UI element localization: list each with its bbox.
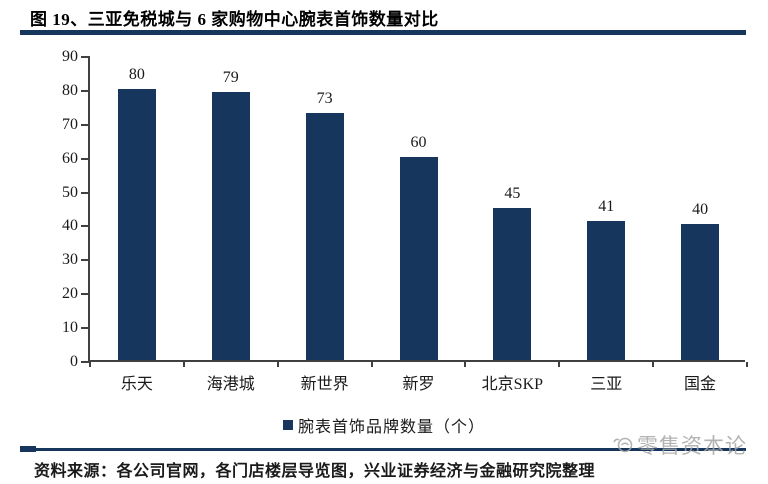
legend-swatch-navy bbox=[282, 420, 293, 430]
x-axis-label-三亚: 三亚 bbox=[590, 376, 623, 393]
x-axis-label-新罗: 新罗 bbox=[402, 376, 435, 393]
x-axis-tick bbox=[89, 362, 91, 367]
legend-label: 腕表首饰品牌数量（个） bbox=[297, 419, 486, 436]
y-axis-tick bbox=[81, 56, 90, 58]
y-axis-tick bbox=[81, 225, 90, 228]
bar-chart-plot-area: 0 10 20 30 40 50 60 70 80 90 80 乐天 79 海港城 73 新世界 60 新罗 45 北… bbox=[62, 48, 748, 393]
x-axis-tick bbox=[182, 362, 185, 367]
y-axis-tick-label: 80 bbox=[62, 81, 78, 99]
bar-value-label: 80 bbox=[128, 65, 145, 83]
y-axis-tick bbox=[81, 191, 90, 194]
bar-value-label: 40 bbox=[692, 201, 709, 219]
watermark-logo-icon bbox=[612, 434, 634, 456]
y-axis-tick-label: 70 bbox=[62, 115, 78, 133]
y-axis-tick bbox=[81, 259, 90, 262]
y-axis-tick-label: 10 bbox=[62, 319, 78, 337]
y-axis-tick bbox=[81, 293, 90, 296]
y-axis-tick-label: 40 bbox=[62, 217, 78, 235]
bar-乐天 bbox=[117, 88, 156, 360]
y-axis-tick bbox=[81, 89, 90, 92]
y-axis-tick-label: 90 bbox=[62, 48, 78, 65]
bar-新世界 bbox=[305, 112, 344, 360]
source-note: 资料来源：各公司官网，各门店楼层导览图，兴业证券经济与金融研究院整理 bbox=[34, 463, 596, 480]
y-axis-tick bbox=[81, 361, 90, 363]
bar-北京SKP bbox=[493, 207, 532, 360]
y-axis-tick-label: 0 bbox=[70, 353, 78, 370]
bar-国金 bbox=[681, 224, 720, 360]
y-axis-tick bbox=[81, 123, 90, 126]
x-axis-tick bbox=[652, 362, 655, 367]
y-axis-tick-label: 50 bbox=[62, 183, 78, 201]
figure-title: 图 19、三亚免税城与 6 家购物中心腕表首饰数量对比 bbox=[30, 10, 439, 29]
y-axis-tick bbox=[81, 157, 90, 160]
y-axis-tick-label: 60 bbox=[62, 149, 78, 167]
x-axis-tick bbox=[276, 362, 279, 367]
title-rule bbox=[20, 30, 746, 35]
bar-新罗 bbox=[399, 156, 438, 360]
footer-rule bbox=[20, 448, 746, 451]
bar-value-label: 41 bbox=[598, 198, 615, 216]
x-axis-label-国金: 国金 bbox=[684, 376, 717, 393]
chart-legend: 腕表首饰品牌数量（个） bbox=[282, 413, 486, 437]
bar-value-label: 45 bbox=[504, 184, 521, 202]
watermark: 零售资本论 bbox=[612, 430, 747, 460]
x-axis-tick bbox=[558, 362, 561, 367]
x-axis-label-海港城: 海港城 bbox=[206, 376, 255, 393]
watermark-text: 零售资本论 bbox=[637, 434, 747, 458]
x-axis-label-新世界: 新世界 bbox=[300, 376, 349, 393]
y-axis-tick-label: 30 bbox=[62, 251, 78, 269]
bar-value-label: 79 bbox=[222, 69, 239, 87]
y-axis-tick bbox=[81, 327, 90, 330]
bar-value-label: 60 bbox=[410, 133, 427, 151]
bar-三亚 bbox=[587, 221, 626, 360]
x-axis-label-北京SKP: 北京SKP bbox=[481, 376, 544, 393]
x-axis-label-乐天: 乐天 bbox=[120, 376, 153, 393]
y-axis-tick-label: 20 bbox=[62, 285, 78, 303]
x-axis-tick bbox=[464, 362, 467, 367]
x-axis-tick bbox=[746, 362, 748, 367]
bar-value-label: 73 bbox=[316, 89, 333, 107]
bar-海港城 bbox=[211, 92, 250, 360]
footer-rule-cap bbox=[20, 446, 36, 452]
x-axis-tick bbox=[370, 362, 373, 367]
